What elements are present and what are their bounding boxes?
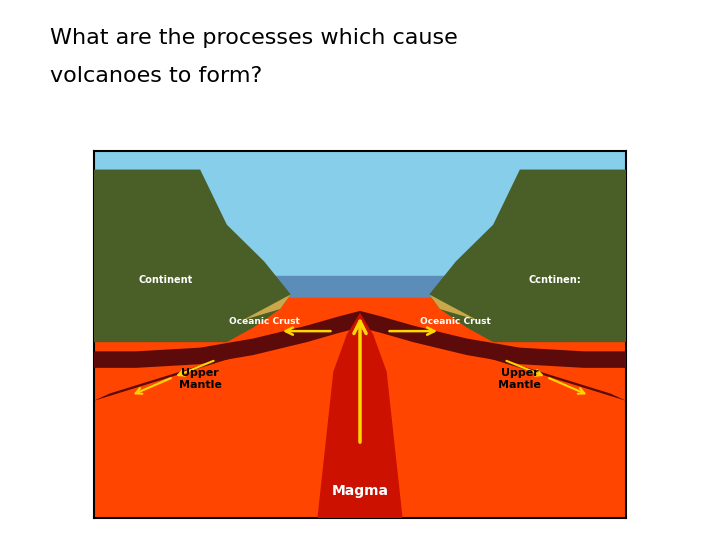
Text: Upper
Mantle: Upper Mantle <box>179 368 222 390</box>
Bar <box>94 151 626 353</box>
Polygon shape <box>94 311 626 368</box>
Bar <box>94 298 626 518</box>
Polygon shape <box>243 294 291 320</box>
Polygon shape <box>429 170 626 518</box>
Text: Ccntinen:: Ccntinen: <box>528 275 581 285</box>
Polygon shape <box>94 344 269 401</box>
Bar <box>243 276 477 320</box>
Text: volcanoes to form?: volcanoes to form? <box>50 65 263 86</box>
Text: Continent: Continent <box>139 275 193 285</box>
Text: Oceanic Crust: Oceanic Crust <box>420 318 491 327</box>
Text: Oceanic Crust: Oceanic Crust <box>229 318 300 327</box>
Text: What are the processes which cause: What are the processes which cause <box>50 28 458 48</box>
Text: Upper
Mantle: Upper Mantle <box>498 368 541 390</box>
Polygon shape <box>451 344 626 401</box>
Polygon shape <box>94 170 291 518</box>
Polygon shape <box>429 294 477 320</box>
Text: Magma: Magma <box>331 484 389 498</box>
Polygon shape <box>318 313 402 518</box>
